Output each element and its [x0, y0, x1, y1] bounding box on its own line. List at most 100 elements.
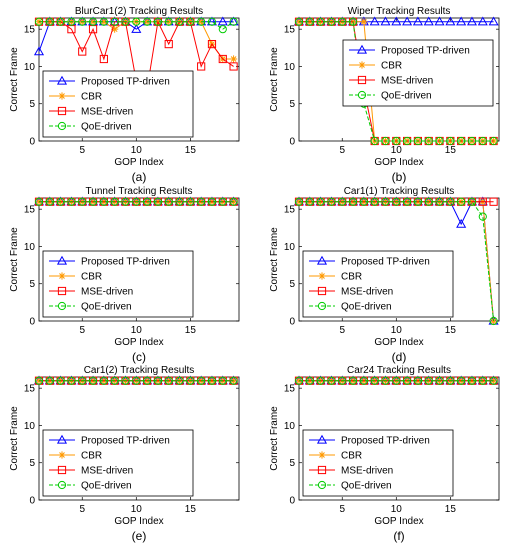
data-point: [229, 55, 238, 63]
data-point: [99, 54, 108, 64]
x-tick-label: 5: [79, 504, 85, 515]
data-point: [229, 62, 238, 71]
y-tick-label: 5: [29, 458, 35, 469]
panel-caption: (c): [132, 350, 146, 364]
legend-entry: MSE-driven: [349, 76, 433, 87]
panel-caption: (f): [393, 529, 404, 543]
x-tick-label: 15: [185, 145, 197, 156]
legend: Proposed TP-driven CBR MSE-driven QoE-drive…: [302, 429, 454, 497]
chart-panel-4: Car1(1) Tracking Results 0 5 10 15 5 10 15 GOP I…: [269, 186, 500, 364]
data-point: [370, 376, 379, 385]
y-tick-label: 0: [289, 137, 295, 148]
y-tick-label: 15: [284, 384, 296, 395]
data-point: [217, 16, 228, 26]
data-point: [164, 39, 173, 49]
legend-entry: Proposed TP-driven: [349, 44, 470, 57]
data-point: [435, 197, 444, 206]
data-point: [457, 376, 466, 385]
legend-entry: CBR: [309, 272, 362, 283]
legend-entry: CBR: [49, 272, 102, 283]
data-point: [391, 16, 402, 26]
data-point: [348, 17, 358, 26]
data-point: [327, 17, 336, 26]
legend-label: QoE-driven: [81, 122, 132, 133]
data-point: [327, 197, 336, 206]
panel-caption: (a): [132, 170, 147, 184]
data-point: [132, 376, 141, 385]
legend-marker: [57, 301, 67, 311]
data-point: [99, 376, 108, 385]
y-tick-label: 10: [284, 242, 296, 253]
data-point: [478, 212, 487, 221]
data-point: [153, 197, 163, 206]
data-point: [78, 17, 87, 26]
legend-label: CBR: [81, 92, 102, 103]
legend-marker: [56, 434, 68, 444]
y-tick-label: 5: [289, 458, 295, 469]
data-point: [435, 136, 444, 146]
chart-title: Wiper Tracking Results: [348, 6, 451, 17]
chart-title: Tunnel Tracking Results: [86, 186, 193, 197]
x-tick-label: 10: [391, 145, 403, 156]
data-point: [478, 197, 487, 206]
data-point: [370, 197, 379, 206]
chart-title: Car1(2) Tracking Results: [84, 365, 195, 376]
data-point: [197, 197, 206, 206]
legend-marker: [358, 61, 366, 69]
data-point: [488, 16, 499, 26]
data-point: [34, 376, 44, 385]
x-axis-label: GOP Index: [114, 157, 163, 168]
legend-entry: MSE-driven: [49, 466, 133, 477]
legend-label: QoE-driven: [81, 302, 132, 313]
legend-label: MSE-driven: [381, 76, 433, 87]
data-point: [143, 197, 152, 206]
data-point: [338, 17, 347, 26]
data-point: [56, 17, 65, 26]
data-point: [403, 136, 412, 146]
data-point: [489, 317, 498, 325]
legend-entry: CBR: [49, 451, 102, 462]
data-point: [88, 197, 98, 206]
y-axis-label: Correct Frame: [269, 47, 280, 112]
data-point: [175, 197, 184, 206]
data-point: [218, 54, 227, 64]
data-point: [316, 376, 325, 385]
series-line: [299, 201, 495, 322]
x-axis-label: GOP Index: [374, 337, 423, 348]
legend: Proposed TP-driven CBR MSE-driven QoE-drive…: [342, 39, 494, 107]
data-point: [456, 218, 467, 228]
data-point: [164, 197, 173, 206]
y-tick-label: 0: [289, 496, 295, 507]
data-point: [338, 197, 347, 206]
legend-entry: CBR: [309, 451, 362, 462]
legend-entry: QoE-driven: [309, 481, 392, 492]
chart-title: Car24 Tracking Results: [347, 365, 451, 376]
data-point: [294, 197, 304, 206]
legend-marker: [58, 272, 66, 280]
x-axis-label: GOP Index: [114, 516, 163, 527]
data-point: [111, 25, 119, 33]
data-point: [175, 376, 184, 385]
data-point: [175, 17, 184, 26]
data-point: [457, 197, 466, 206]
x-axis-label: GOP Index: [114, 337, 163, 348]
y-tick-label: 5: [29, 279, 35, 290]
data-point: [121, 197, 130, 206]
chart-panel-3: Tunnel Tracking Results 0 5 10 15 5 10 15 GOP In…: [9, 186, 240, 364]
legend-entry: Proposed TP-driven: [309, 434, 430, 447]
data-point: [392, 136, 401, 146]
data-point: [88, 17, 98, 26]
y-tick-label: 15: [284, 25, 296, 36]
data-point: [467, 197, 477, 206]
data-point: [218, 25, 227, 34]
data-point: [489, 377, 498, 385]
x-axis-label: GOP Index: [374, 516, 423, 527]
data-point: [294, 17, 304, 26]
legend-marker: [57, 106, 67, 116]
data-point: [381, 197, 390, 206]
legend-label: Proposed TP-driven: [81, 257, 170, 268]
y-tick-label: 0: [289, 317, 295, 328]
data-point: [88, 376, 98, 385]
legend-marker: [56, 75, 68, 85]
